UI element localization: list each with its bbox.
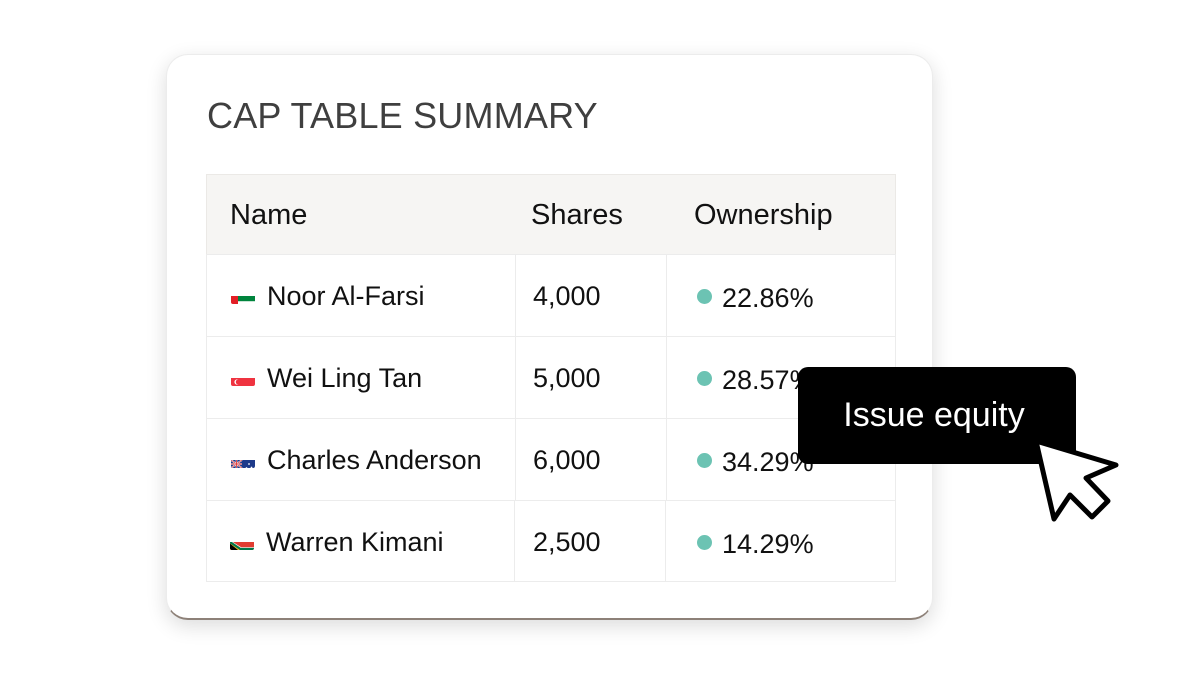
cap-table: Name Shares Ownership Noor Al-Farsi 4, [206,174,896,582]
shares-value: 5,000 [533,363,601,393]
shareholder-name: Noor Al-Farsi [267,280,425,311]
shareholder-name: Charles Anderson [267,444,482,475]
name-cell: Noor Al-Farsi [231,255,425,337]
ownership-value: 14.29% [722,528,814,559]
table-row[interactable]: Noor Al-Farsi 4,000 22.86% [206,254,896,336]
column-header-ownership: Ownership [694,199,833,231]
table-row[interactable]: Charles Anderson 6,000 34.29% [206,418,896,500]
ownership-cell: 34.29% [697,419,814,501]
shares-value: 4,000 [533,281,601,311]
column-header-name: Name [230,199,308,231]
uae-flag-icon [231,288,255,304]
name-cell: Warren Kimani [230,501,444,583]
status-dot-icon [697,452,712,468]
ownership-cell: 22.86% [697,255,814,337]
mouse-pointer-icon [1033,438,1119,522]
ownership-cell: 14.29% [697,501,814,583]
issue-equity-label: Issue equity [843,396,1025,434]
cap-table-card: CAP TABLE SUMMARY Name Shares Ownership [166,54,933,620]
table-row[interactable]: Wei Ling Tan 5,000 28.57% [206,336,896,418]
table-header: Name Shares Ownership [206,174,896,254]
status-dot-icon [697,288,712,304]
australia-flag-icon [231,452,255,468]
shareholder-name: Warren Kimani [266,526,444,557]
shareholder-name: Wei Ling Tan [267,362,423,393]
status-dot-icon [697,370,712,386]
table-row[interactable]: Warren Kimani 2,500 14.29% [206,500,896,582]
singapore-flag-icon [231,370,255,386]
name-cell: Wei Ling Tan [231,337,422,419]
ownership-cell: 28.57% [697,337,814,419]
card-title: CAP TABLE SUMMARY [207,95,598,136]
shares-value: 6,000 [533,445,601,475]
name-cell: Charles Anderson [231,419,482,501]
ownership-value: 22.86% [722,282,814,313]
status-dot-icon [697,534,712,550]
column-header-shares: Shares [531,199,623,231]
shares-value: 2,500 [533,527,601,557]
south-africa-flag-icon [230,534,254,550]
issue-equity-button[interactable]: Issue equity [798,367,1076,464]
